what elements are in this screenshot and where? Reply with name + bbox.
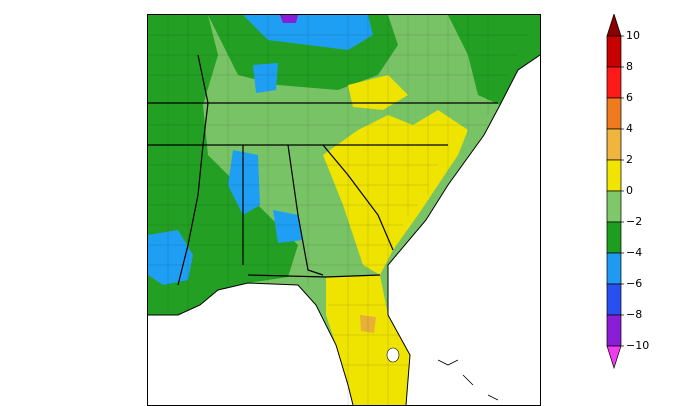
colorbar-segment [606, 128, 622, 161]
region-dark-green-east [448, 15, 540, 105]
colorbar-top-arrow [606, 14, 622, 37]
colorbar-tick-label: −4 [626, 246, 643, 259]
region-yellow-carolinas [323, 110, 468, 275]
colorbar-tick-label: −2 [626, 215, 643, 228]
colorbar-tick-label: 4 [626, 122, 633, 135]
county-lines [148, 15, 528, 405]
colorbar-tick-label: 0 [626, 184, 633, 197]
region-purple-spot [280, 15, 298, 23]
colorbar-segment [606, 252, 622, 285]
map-canvas [148, 15, 540, 405]
land-base [148, 15, 540, 405]
colorbar [606, 14, 624, 370]
lake-okeechobee [386, 347, 400, 363]
colorbar-segment [606, 283, 622, 316]
region-blue-al [273, 210, 303, 243]
region-blue-ms [228, 150, 260, 215]
colorbar-segment [606, 159, 622, 192]
coastline [148, 54, 540, 405]
colorbar-tick-label: 2 [626, 153, 633, 166]
region-blue-north [243, 15, 373, 50]
colorbar-segment [606, 35, 622, 68]
colorbar-segment [606, 66, 622, 99]
gulf-of-mexico [148, 283, 353, 405]
colorbar-tick-label: −8 [626, 308, 643, 321]
state-boundaries [148, 54, 498, 286]
colorbar-bottom-arrow [606, 345, 622, 370]
colorbar-tick-label: −10 [626, 339, 650, 352]
colorbar-segment [606, 314, 622, 347]
region-yellow-florida [326, 275, 410, 405]
colorbar-tick-label: 6 [626, 91, 633, 104]
region-blue-tn [253, 63, 278, 93]
colorbar-segment [606, 190, 622, 223]
region-dark-green-west [148, 15, 298, 315]
region-yellow-va [348, 75, 408, 110]
colorbar-tick-label: 8 [626, 60, 633, 73]
colorbar-tick-label: −6 [626, 277, 643, 290]
precipitation-departure-map [147, 14, 541, 406]
bahamas-islands [437, 359, 499, 401]
colorbar-tick-label: 10 [626, 29, 640, 42]
ocean-atlantic [388, 55, 540, 405]
colorbar-segment [606, 97, 622, 130]
colorbar-segment [606, 221, 622, 254]
region-orange-fl [360, 315, 376, 333]
